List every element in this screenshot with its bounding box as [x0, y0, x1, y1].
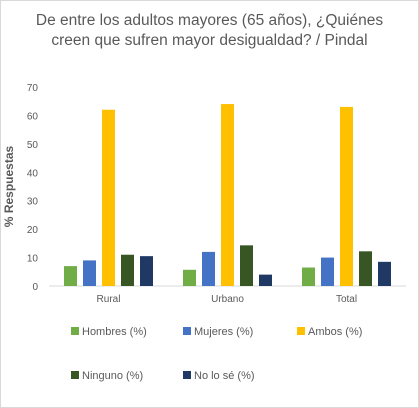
chart-title-line-2: creen que sufren mayor desigualdad? / Pi…: [51, 32, 368, 49]
y-tick-label: 10: [27, 254, 39, 265]
bar-total-3: [340, 106, 353, 287]
bar-urbano-3: [221, 104, 234, 286]
bar-rural-4: [121, 254, 134, 286]
bar-rural-1: [64, 266, 77, 286]
y-tick-label: 70: [27, 83, 39, 94]
legend-label: Ninguno (%): [82, 370, 143, 382]
bar-urbano-1: [183, 269, 196, 286]
chart-title-line-1: De entre los adultos mayores (65 años), …: [35, 12, 384, 29]
bar-urbano-5: [259, 274, 272, 286]
y-tick-label: 50: [27, 140, 39, 151]
legend-label: Ambos (%): [308, 326, 362, 338]
x-tick-label: Rural: [97, 294, 121, 305]
bar-total-2: [321, 257, 334, 286]
legend-swatch: [297, 327, 305, 335]
legend-swatch: [183, 327, 191, 335]
legend-label: Hombres (%): [82, 326, 147, 338]
y-tick-label: 60: [27, 111, 39, 122]
bar-urbano-4: [240, 245, 253, 286]
bar-total-5: [378, 261, 391, 286]
bar-total-4: [359, 251, 372, 286]
y-tick-label: 30: [27, 197, 39, 208]
chart-title: De entre los adultos mayores (65 años), …: [1, 11, 418, 51]
bar-rural-3: [102, 109, 115, 286]
legend-swatch: [183, 371, 191, 379]
legend-label: No lo sé (%): [194, 370, 255, 382]
legend-swatch: [71, 327, 79, 335]
legend-label: Mujeres (%): [194, 326, 253, 338]
y-tick-label: 20: [27, 225, 39, 236]
bar-rural-2: [83, 260, 96, 286]
x-tick-label: Urbano: [211, 294, 244, 305]
y-tick-label: 40: [27, 168, 39, 179]
bar-urbano-2: [202, 251, 215, 286]
bar-rural-5: [140, 256, 153, 286]
bar-total-1: [302, 267, 315, 286]
x-tick-label: Total: [336, 294, 357, 305]
y-axis-title: % Respuestas: [2, 145, 16, 227]
y-tick-label: 0: [32, 282, 38, 293]
legend-swatch: [71, 371, 79, 379]
